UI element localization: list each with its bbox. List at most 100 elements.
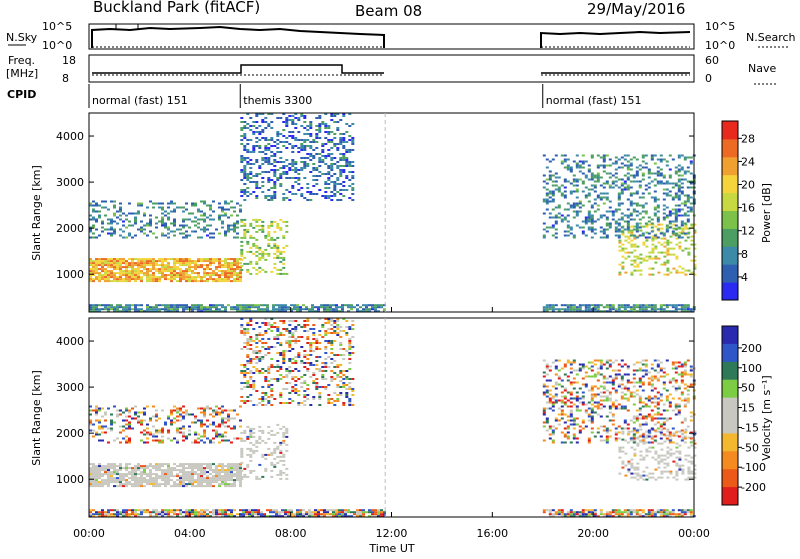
echo-cell [212, 416, 215, 418]
echo-cell [161, 225, 164, 227]
echo-cell [212, 481, 215, 483]
echo-cell [137, 308, 140, 310]
echo-cell [119, 264, 122, 266]
echo-cell [654, 163, 657, 165]
echo-cell [134, 258, 137, 260]
echo-cell [282, 440, 285, 442]
echo-cell [273, 185, 276, 187]
echo-cell [291, 336, 294, 338]
echo-cell [122, 221, 125, 223]
echo-cell [182, 207, 185, 209]
echo-cell [137, 509, 140, 511]
echo-cell [657, 175, 660, 177]
echo-cell [618, 511, 621, 513]
echo-cell [125, 306, 128, 308]
echo-cell [336, 332, 339, 334]
echo-cell [155, 481, 158, 483]
echo-cell [125, 278, 128, 280]
echo-cell [678, 509, 681, 511]
echo-cell [666, 215, 669, 217]
echo-cell [555, 237, 558, 239]
echo-cell [206, 475, 209, 477]
echo-cell [327, 183, 330, 185]
echo-cell [276, 161, 279, 163]
echo-cell [197, 223, 200, 225]
echo-cell [663, 183, 666, 185]
echo-cell [155, 304, 158, 306]
echo-cell [128, 304, 131, 306]
echo-cell [330, 348, 333, 350]
echo-cell [276, 370, 279, 372]
echo-cell [621, 431, 624, 433]
echo-cell [687, 270, 690, 272]
echo-cell [176, 428, 179, 430]
echo-cell [188, 274, 191, 276]
echo-cell [230, 274, 233, 276]
echo-cell [261, 358, 264, 360]
echo-cell [233, 225, 236, 227]
echo-cell [339, 169, 342, 171]
echo-cell [176, 465, 179, 467]
echo-cell [227, 209, 230, 211]
echo-cell [155, 475, 158, 477]
echo-cell [92, 201, 95, 203]
echo-cell [327, 342, 330, 344]
echo-cell [302, 308, 305, 310]
echo-cell [339, 394, 342, 396]
echo-cell [285, 428, 288, 430]
echo-cell [255, 225, 258, 227]
echo-cell [642, 155, 645, 157]
echo-cell [288, 372, 291, 374]
echo-cell [642, 167, 645, 169]
echo-cell [179, 268, 182, 270]
echo-cell [252, 436, 255, 438]
echo-cell [627, 242, 630, 244]
echo-cell [260, 304, 263, 306]
echo-cell [236, 227, 239, 229]
echo-cell [246, 161, 249, 163]
echo-cell [543, 199, 546, 201]
echo-cell [152, 268, 155, 270]
echo-cell [672, 511, 675, 513]
echo-cell [164, 509, 167, 511]
echo-cell [101, 227, 104, 229]
echo-cell [266, 509, 269, 511]
echo-cell [140, 440, 143, 442]
echo-cell [279, 161, 282, 163]
echo-cell [678, 211, 681, 213]
echo-cell [143, 469, 146, 471]
echo-cell [270, 394, 273, 396]
echo-cell [603, 171, 606, 173]
echo-cell [636, 231, 639, 233]
echo-cell [167, 481, 170, 483]
echo-cell [264, 380, 267, 382]
echo-cell [227, 264, 230, 266]
echo-cell [288, 167, 291, 169]
echo-cell [285, 382, 288, 384]
echo-cell [609, 511, 612, 513]
echo-cell [342, 147, 345, 149]
echo-cell [128, 509, 131, 511]
echo-cell [212, 219, 215, 221]
echo-cell [288, 366, 291, 368]
echo-cell [95, 414, 98, 416]
echo-cell [591, 207, 594, 209]
echo-cell [164, 235, 167, 237]
echo-cell [203, 416, 206, 418]
echo-cell [303, 127, 306, 129]
echo-cell [258, 438, 261, 440]
echo-cell [95, 304, 98, 306]
echo-cell [549, 306, 552, 308]
echo-cell [342, 171, 345, 173]
echo-cell [368, 509, 371, 511]
echo-cell [618, 199, 621, 201]
echo-cell [344, 511, 347, 513]
echo-cell [243, 370, 246, 372]
echo-cell [264, 458, 267, 460]
echo-cell [212, 272, 215, 274]
echo-cell [227, 262, 230, 264]
echo-cell [158, 477, 161, 479]
echo-cell [104, 483, 107, 485]
echo-cell [612, 308, 615, 310]
echo-cell [104, 280, 107, 282]
